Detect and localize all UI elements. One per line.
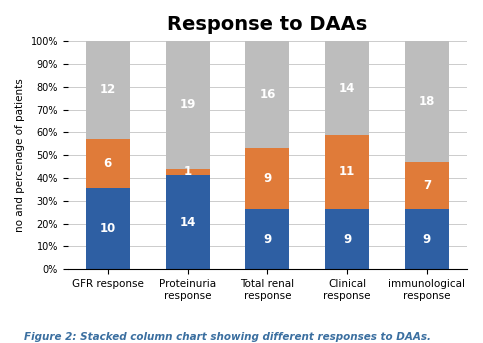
Title: Response to DAAs: Response to DAAs — [167, 15, 368, 34]
Bar — [325, 41, 369, 135]
Text: 9: 9 — [423, 233, 431, 246]
Bar — [245, 41, 289, 149]
Bar — [325, 135, 369, 209]
Text: 12: 12 — [100, 83, 116, 96]
Text: 11: 11 — [339, 165, 355, 178]
Text: 9: 9 — [263, 233, 271, 246]
Bar — [405, 41, 449, 162]
Text: 19: 19 — [180, 98, 196, 111]
Bar — [166, 41, 210, 169]
Bar — [245, 149, 289, 209]
Bar — [405, 209, 449, 269]
Y-axis label: no and percenage of patients: no and percenage of patients — [15, 78, 25, 232]
Text: 9: 9 — [263, 172, 271, 185]
Text: 18: 18 — [419, 95, 435, 108]
Text: 10: 10 — [100, 222, 116, 235]
Bar — [166, 175, 210, 269]
Text: 14: 14 — [339, 82, 355, 95]
Text: Figure 2: Stacked column chart showing different responses to DAAs.: Figure 2: Stacked column chart showing d… — [24, 332, 431, 342]
Text: 9: 9 — [343, 233, 351, 246]
Bar — [245, 209, 289, 269]
Text: 1: 1 — [184, 165, 192, 178]
Bar — [166, 169, 210, 175]
Bar — [86, 41, 130, 139]
Bar — [325, 209, 369, 269]
Text: 7: 7 — [423, 179, 431, 192]
Text: 6: 6 — [104, 157, 112, 170]
Bar — [405, 162, 449, 209]
Text: 14: 14 — [180, 216, 196, 229]
Text: 16: 16 — [259, 88, 276, 101]
Bar — [86, 188, 130, 269]
Bar — [86, 139, 130, 188]
